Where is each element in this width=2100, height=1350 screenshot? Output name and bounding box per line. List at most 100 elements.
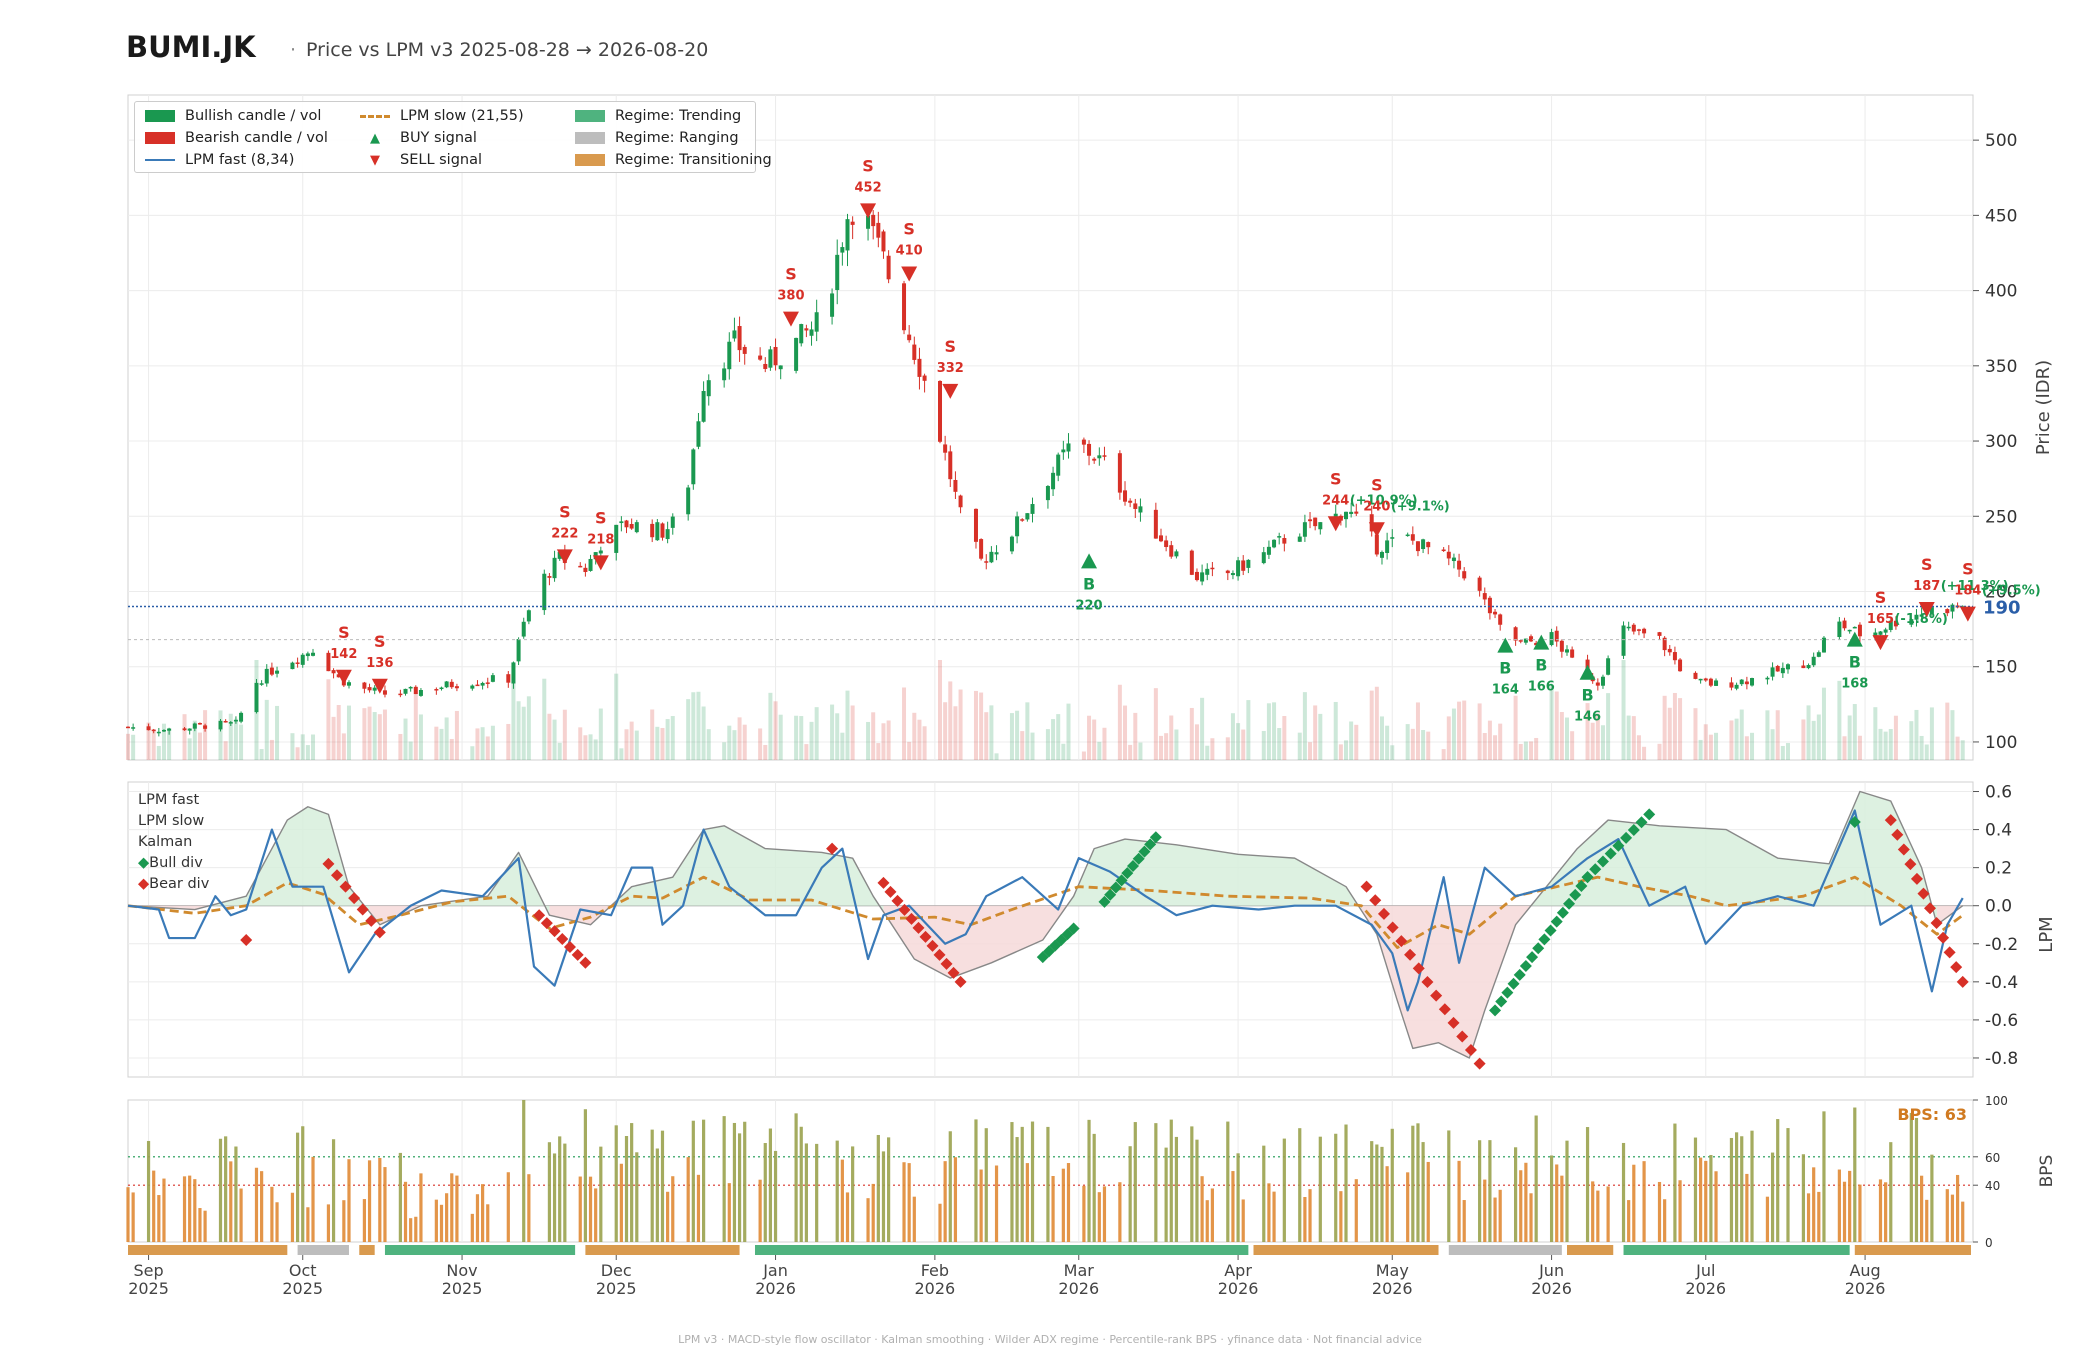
- bear-div-marker: [877, 876, 890, 889]
- bps-bar: [1812, 1167, 1816, 1242]
- bps-bar: [1082, 1185, 1086, 1242]
- bear-candle: [881, 231, 886, 252]
- volume-bar: [1205, 745, 1210, 760]
- bps-bar: [938, 1203, 942, 1242]
- volume-bar: [804, 744, 809, 760]
- bull-candle: [1929, 607, 1934, 614]
- price-tick-label: 200: [1985, 582, 2017, 602]
- volume-bar: [1477, 703, 1482, 760]
- volume-bar: [526, 696, 531, 760]
- volume-bar: [1806, 705, 1811, 760]
- volume-bar: [953, 706, 958, 760]
- volume-bar: [485, 736, 490, 760]
- volume-bar: [732, 730, 737, 760]
- volume-bar: [1564, 717, 1569, 760]
- volume-bar: [1030, 732, 1035, 760]
- lpm-tick-label: 0.2: [1985, 859, 2012, 879]
- bps-bar: [1765, 1196, 1770, 1242]
- volume-bar: [1554, 691, 1559, 760]
- bps-bar: [701, 1119, 706, 1242]
- bull-candle: [866, 215, 871, 229]
- volume-bar: [1056, 714, 1061, 760]
- volume-bar: [1893, 715, 1898, 760]
- sell-signal-pnl: (+9.5%): [1982, 584, 2041, 599]
- legend-label: Bull div: [149, 855, 203, 871]
- lpm-tick-label: 0.4: [1985, 821, 2012, 841]
- bull-div-marker: [1643, 808, 1656, 821]
- volume-bar: [1241, 729, 1246, 760]
- bear-div-marker: [322, 857, 335, 870]
- volume-bars: [126, 660, 1965, 760]
- bull-candle: [1056, 454, 1061, 476]
- bps-bar: [984, 1128, 988, 1242]
- bull-candle: [619, 521, 624, 524]
- bear-candle: [953, 479, 958, 492]
- bps-tick-label: 60: [1985, 1151, 2000, 1165]
- bear-candle: [1857, 624, 1862, 637]
- volume-bar: [593, 739, 598, 760]
- price-tick-label: 250: [1985, 507, 2017, 527]
- bps-bar: [1878, 1179, 1883, 1242]
- bps-bar: [1164, 1147, 1168, 1242]
- bull-candle: [439, 687, 444, 690]
- volume-bar: [1282, 716, 1287, 760]
- bps-bar: [1632, 1164, 1636, 1242]
- x-tick-month: Jan: [762, 1261, 788, 1280]
- volume-bar: [367, 706, 372, 760]
- bull-candle: [1847, 629, 1852, 632]
- volume-bar: [1744, 736, 1749, 760]
- bps-bar: [1930, 1154, 1934, 1242]
- bps-bar: [1596, 1190, 1600, 1242]
- bull-div-marker: [1513, 968, 1526, 981]
- volume-bar: [1672, 692, 1677, 760]
- bear-candle: [902, 283, 907, 331]
- bear-candle: [912, 344, 917, 360]
- regime-transitioning: [128, 1245, 288, 1255]
- lpm-tick-label: -0.6: [1985, 1011, 2018, 1031]
- bull-candle: [1852, 626, 1857, 629]
- bull-candle: [1734, 684, 1739, 689]
- bull-candle: [1549, 632, 1554, 646]
- bear-candle: [1842, 620, 1847, 629]
- bull-candle: [814, 312, 819, 332]
- volume-bar: [778, 714, 783, 760]
- legend-label: LPM fast: [138, 792, 200, 808]
- bear-div-marker: [1369, 894, 1382, 907]
- volume-bar: [1138, 742, 1143, 760]
- bear-div-marker: [1956, 975, 1969, 988]
- bps-bar: [1375, 1144, 1379, 1242]
- volume-bar: [1426, 731, 1431, 760]
- bps-bar: [1066, 1163, 1071, 1242]
- bear-candle: [629, 523, 634, 529]
- bps-bar: [1226, 1121, 1230, 1242]
- bps-bar: [732, 1122, 737, 1242]
- sell-signal-letter: S: [374, 632, 386, 651]
- bear-candle: [1631, 624, 1636, 632]
- volume-bar: [1857, 735, 1862, 760]
- bull-div-marker: [1635, 816, 1648, 829]
- bps-bar: [1411, 1125, 1415, 1242]
- bear-div-marker: [365, 914, 378, 927]
- bear-div-marker: [579, 956, 592, 969]
- volume-bar: [1883, 731, 1888, 760]
- bull-candle: [275, 670, 280, 674]
- price-tick-label: 400: [1985, 282, 2017, 302]
- bull-div-marker: [1589, 863, 1602, 876]
- volume-bar: [1379, 716, 1384, 760]
- bull-candle: [727, 341, 732, 370]
- bear-candle: [758, 355, 763, 360]
- legend-item: LPM fast (8,34): [145, 150, 294, 170]
- volume-bar: [1513, 695, 1518, 760]
- bull-div-marker: [1569, 888, 1582, 901]
- bps-bar: [342, 1200, 346, 1242]
- bps-bar: [331, 1139, 336, 1242]
- volume-bar: [192, 720, 197, 760]
- bull-candle: [634, 522, 639, 533]
- bps-bar: [994, 1165, 999, 1242]
- bull-candle: [1318, 522, 1323, 530]
- bps-bar: [1478, 1140, 1482, 1242]
- bps-bar: [229, 1161, 233, 1242]
- bull-candle: [259, 683, 264, 685]
- bps-bar: [1493, 1197, 1497, 1242]
- bps-bar: [1884, 1182, 1888, 1242]
